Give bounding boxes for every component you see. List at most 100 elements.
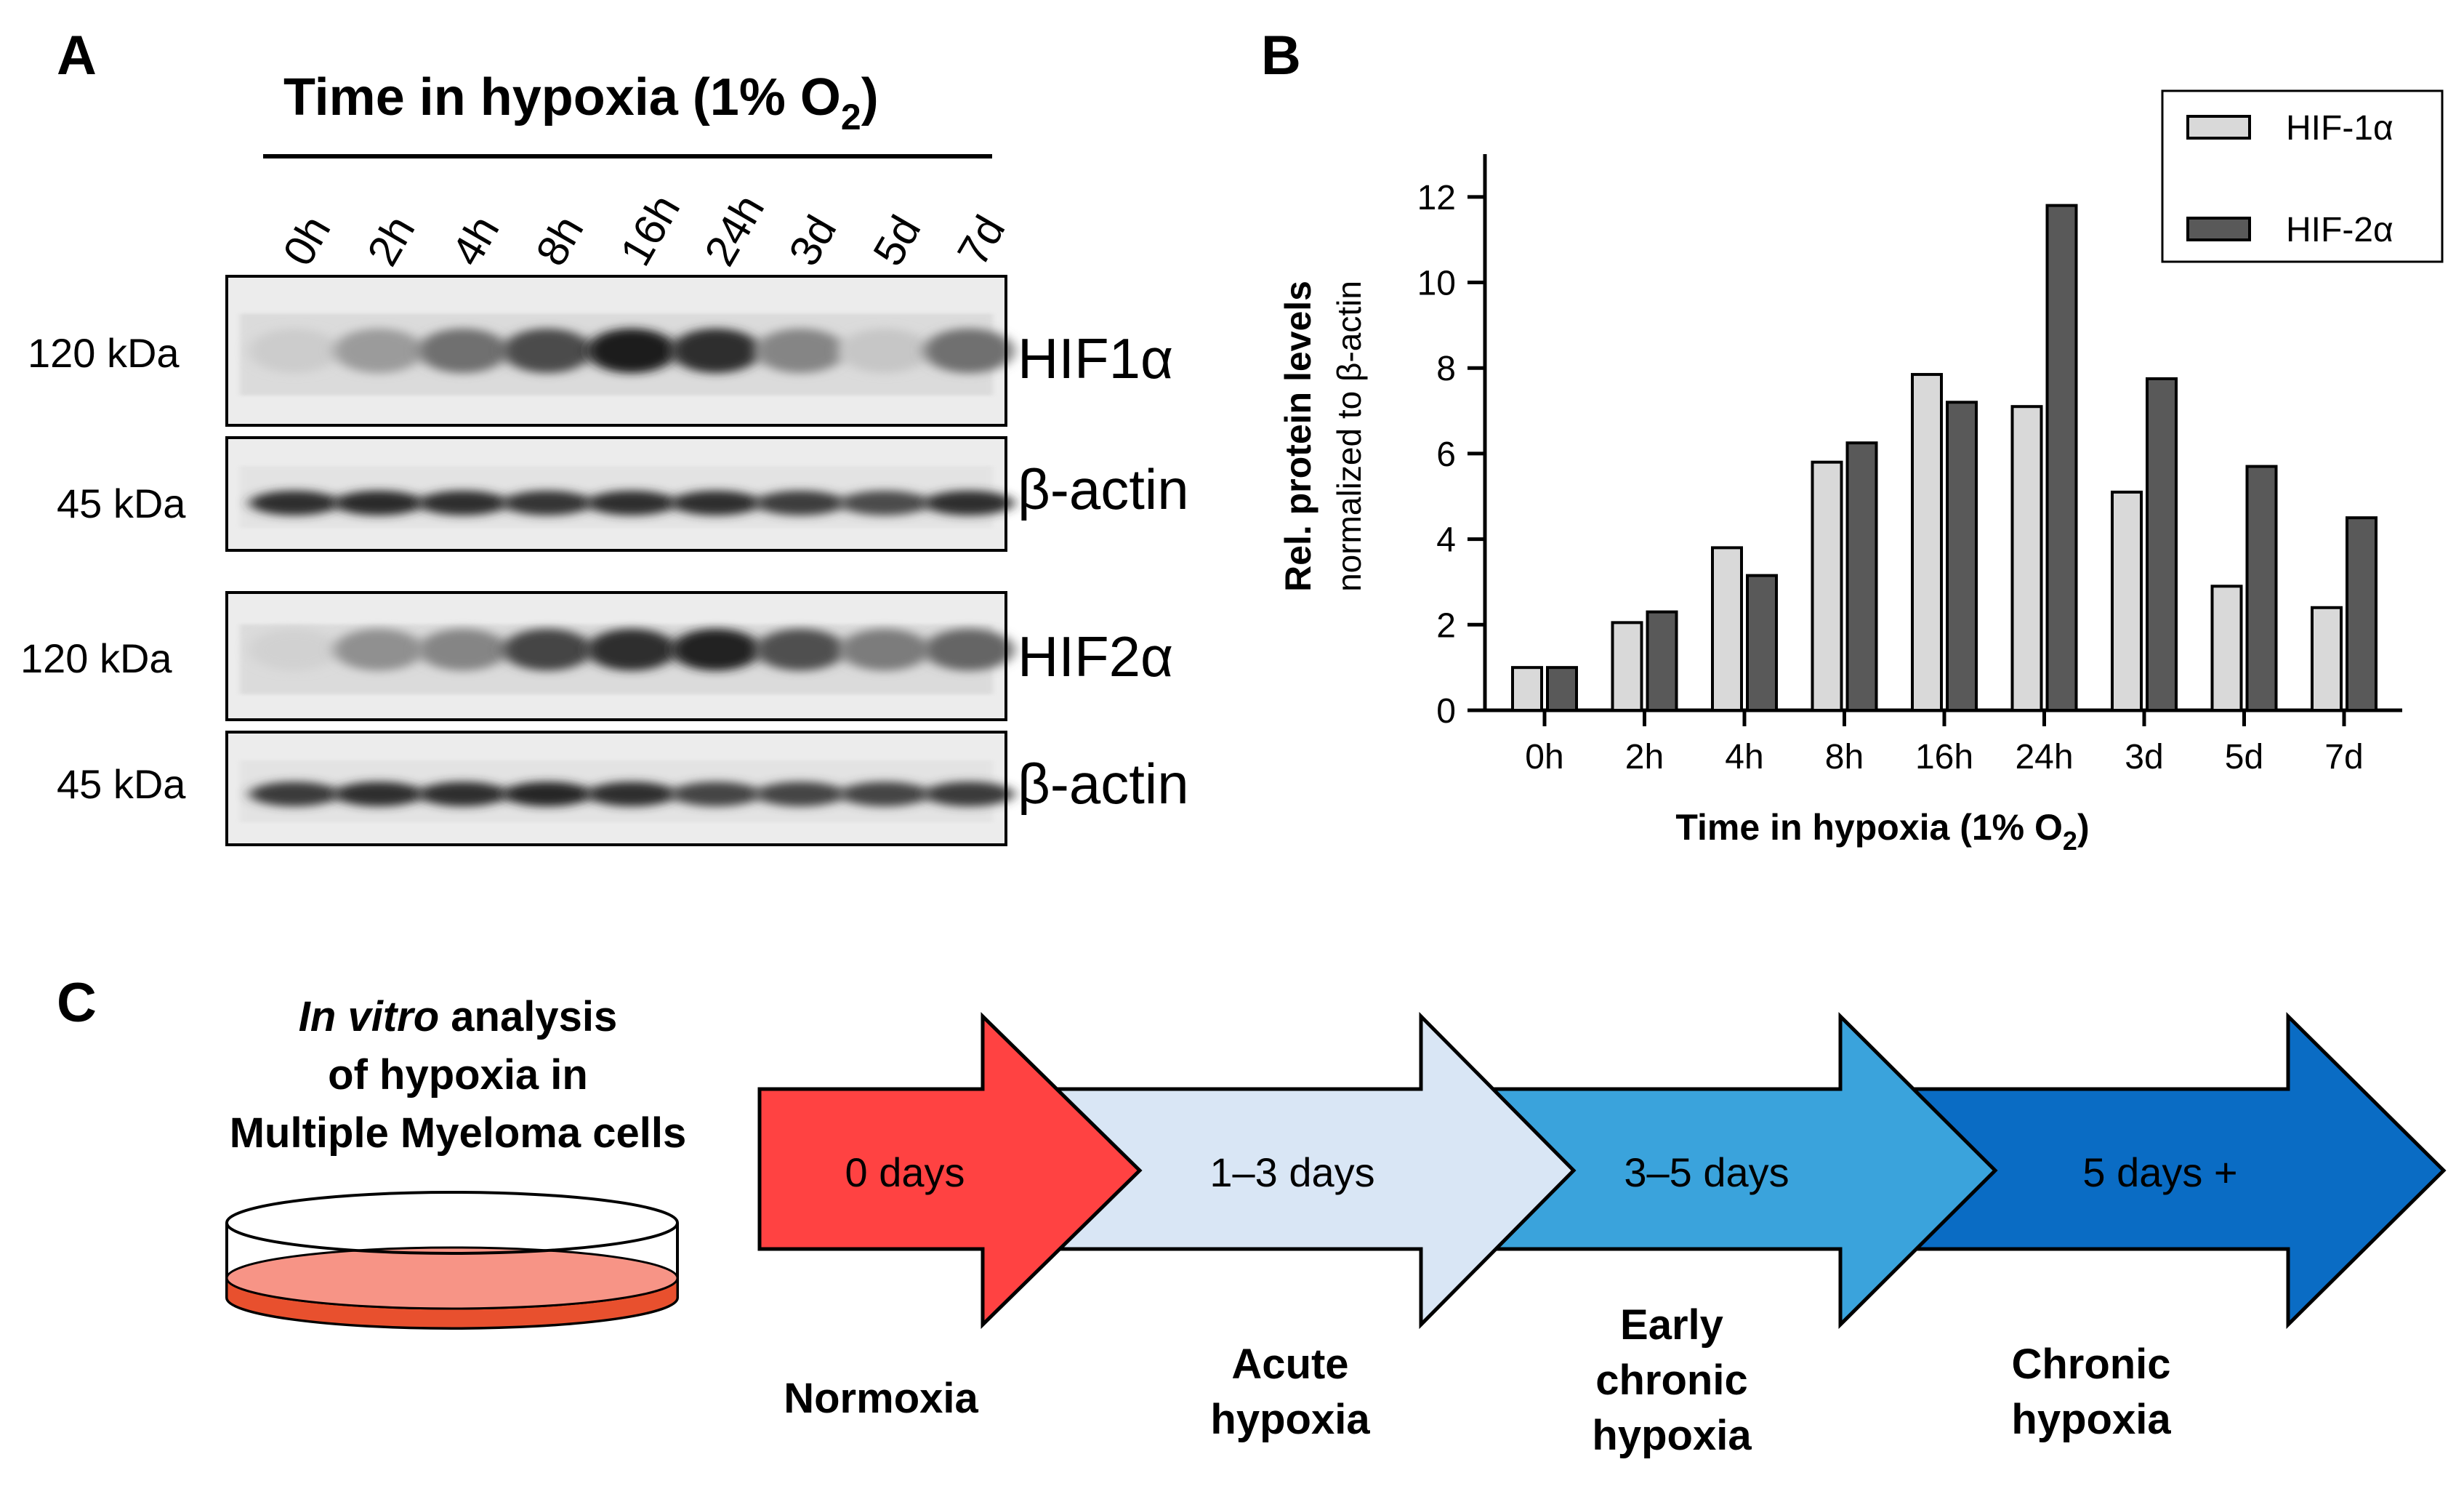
blot-frame-outline [225, 275, 1007, 427]
band-24h [671, 782, 761, 807]
legend-swatch-hif1a [2186, 115, 2251, 140]
panel-a-header-main: Time in hypoxia (1% O [283, 68, 841, 126]
petri-dish-icon [225, 1191, 679, 1330]
band-3d [755, 782, 845, 807]
x-axis-title-main: Time in hypoxia (1% O [1675, 807, 2063, 848]
band-4h [418, 782, 508, 807]
band-2h [334, 628, 424, 671]
band-0h [249, 628, 339, 671]
x-axis-title-sub: 2 [2063, 826, 2077, 856]
blot-hif2a: 120 kDa HIF2α [20, 591, 1173, 721]
arrow-label-stage-1: 0 days [845, 1149, 965, 1195]
arrow-stage-4 [1897, 1012, 2447, 1329]
stage-name-2-line-2: hypoxia [1210, 1396, 1370, 1443]
panel-b: B 0 2 4 6 8 10 12 0h 2h 4h 8h 16h 24h 3d 5d 7d Rel. pr… [1261, 25, 2444, 856]
band-7d [924, 328, 1014, 374]
band-24h [671, 328, 761, 374]
legend-label-hif2a: HIF-2α [2286, 211, 2393, 249]
legend-label-hif1a: HIF-1α [2286, 109, 2393, 148]
blot-actin-2: 45 kDa β-actin [57, 731, 1189, 846]
y-tick-label: 2 [1436, 606, 1456, 645]
band-4h [418, 628, 508, 671]
band-7d [924, 628, 1014, 671]
band-8h [502, 328, 592, 374]
lane-label-8h: 8h [526, 207, 592, 273]
arrow-label-stage-3: 3–5 days [1624, 1149, 1789, 1195]
x-tick-label-16h: 16h [1915, 738, 1973, 776]
panel-a-header-close: ) [861, 68, 879, 126]
band-3d [755, 628, 845, 671]
x-ticks: 0h 2h 4h 8h 16h 24h 3d 5d 7d [1525, 710, 2364, 776]
blot-hif1a-protein: HIF1α [1018, 326, 1173, 390]
bar-hif1a-7d [2311, 606, 2343, 712]
bar-hif1a-5d [2210, 585, 2243, 712]
y-tick-label: 10 [1417, 265, 1456, 303]
panel-a-header: Time in hypoxia (1% O2) [283, 68, 879, 137]
blot-hif2a-bands [225, 591, 1014, 721]
lane-label-0h: 0h [273, 207, 339, 273]
stage-name-3-line-3: hypoxia [1592, 1412, 1752, 1459]
band-3d [755, 490, 845, 515]
timeline-arrows: 0 days 1–3 days 3–5 days 5 days + [757, 1011, 2447, 1330]
x-tick-label-0h: 0h [1525, 738, 1563, 776]
bar-hif1a-16h [1911, 373, 1943, 712]
panel-c-letter: C [57, 972, 97, 1034]
y-tick-label: 4 [1436, 521, 1456, 560]
band-2h [334, 782, 424, 807]
band-16h [587, 628, 677, 671]
panel-b-letter: B [1261, 25, 1301, 87]
stage-names: Normoxia Acute hypoxia Early chronic hypoxia C… [784, 1301, 2171, 1459]
blot-frame-outline [225, 591, 1007, 721]
blot-actin-1-protein: β-actin [1018, 457, 1189, 521]
band-8h [502, 490, 592, 515]
stage-name-3-line-2: chronic [1595, 1357, 1748, 1404]
bar-hif2a-3d [2146, 377, 2178, 712]
y-tick-label: 8 [1436, 350, 1456, 388]
panel-a: A Time in hypoxia (1% O2) 0h 2h 4h 8h 16h 24h… [20, 25, 1189, 846]
stage-name-1-line-1: Normoxia [784, 1375, 978, 1422]
x-tick-label-7d: 7d [2324, 738, 2363, 776]
bar-hif2a-0h [1546, 666, 1578, 712]
bar-hif2a-2h [1646, 610, 1678, 712]
bar-chart: 0 2 4 6 8 10 12 0h 2h 4h 8h 16h 24h 3d 5d 7d Rel. prot… [1278, 89, 2444, 856]
blot-actin-1-mw: 45 kDa [57, 481, 186, 526]
stage-name-4-line-1: Chronic [2011, 1341, 2170, 1388]
band-16h [587, 490, 677, 515]
y-tick-label: 12 [1417, 179, 1456, 217]
bars [1511, 204, 2378, 712]
bar-hif1a-8h [1811, 460, 1843, 712]
x-tick-label-8h: 8h [1825, 738, 1864, 776]
lane-label-2h: 2h [358, 207, 424, 273]
band-24h [671, 490, 761, 515]
x-tick-label-24h: 24h [2015, 738, 2073, 776]
band-7d [924, 782, 1014, 807]
arrow-stage-3 [1472, 1011, 1998, 1330]
y-tick-label: 6 [1436, 435, 1456, 474]
petri-dish-medium-top [225, 1246, 679, 1310]
x-tick-label-4h: 4h [1725, 738, 1763, 776]
lane-label-5d: 5d [863, 207, 930, 273]
arrow-label-stage-4: 5 days + [2082, 1149, 2237, 1195]
band-0h [249, 490, 339, 515]
blot-frame-outline [225, 731, 1007, 846]
bar-hif2a-4h [1746, 574, 1778, 712]
y-tick-label: 0 [1436, 692, 1456, 731]
lane-label-7d: 7d [948, 207, 1014, 273]
panel-c-title-line2: of hypoxia in [328, 1051, 588, 1099]
blot-actin-2-protein: β-actin [1018, 752, 1189, 816]
blot-actin-2-bands [225, 731, 1014, 846]
bar-hif2a-24h [2045, 204, 2078, 712]
band-7d [924, 490, 1014, 515]
band-5d [840, 628, 930, 671]
x-axis-title-close: ) [2077, 807, 2090, 848]
panel-a-letter: A [57, 25, 97, 87]
bar-hif2a-16h [1946, 401, 1978, 712]
blot-hif2a-mw: 120 kDa [20, 635, 172, 681]
blot-hif1a-mw: 120 kDa [28, 330, 180, 376]
panel-c-title-line1-rest: analysis [439, 993, 617, 1040]
bar-hif1a-0h [1511, 666, 1543, 712]
blot-frame-outline [225, 436, 1007, 552]
band-16h [587, 328, 677, 374]
arrow-stage-2 [1041, 1011, 1577, 1330]
